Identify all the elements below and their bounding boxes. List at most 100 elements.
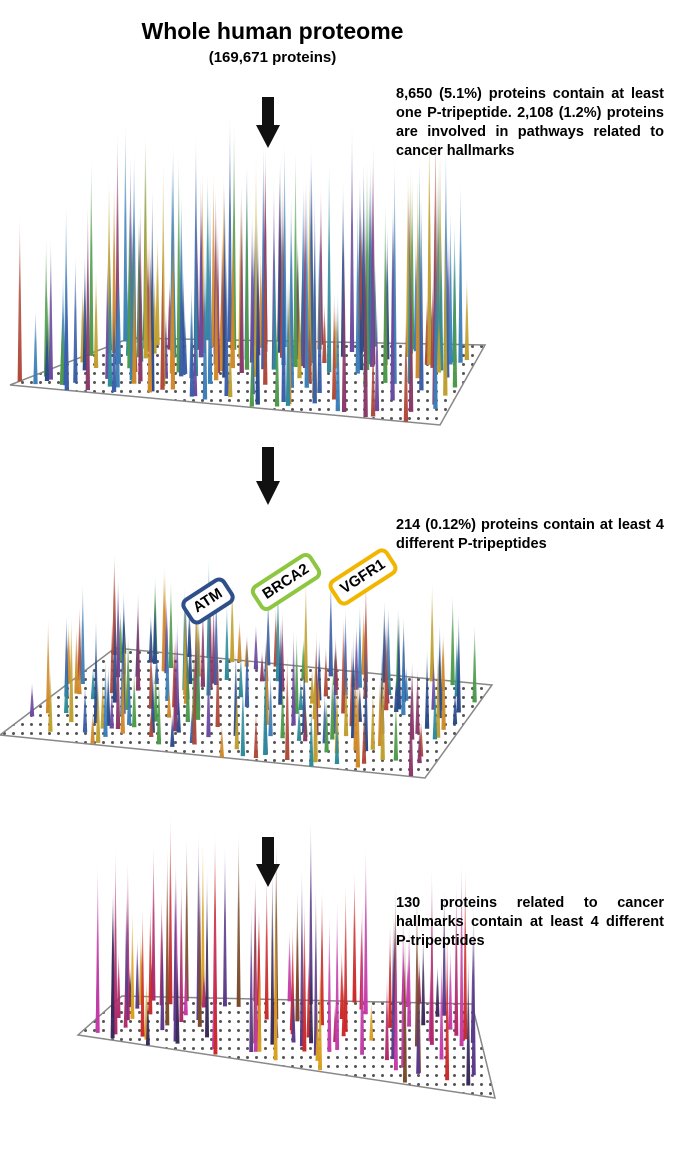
spike: [218, 284, 224, 372]
spike: [403, 312, 409, 422]
spike: [472, 623, 477, 703]
spike: [145, 994, 150, 1046]
spike: [237, 618, 242, 663]
spike: [239, 182, 244, 374]
spike: [123, 974, 128, 1028]
spike: [202, 242, 208, 400]
spike: [393, 698, 399, 761]
spike: [458, 181, 463, 363]
spike: [280, 680, 285, 739]
spike: [363, 202, 368, 417]
spike: [330, 669, 335, 740]
spike: [126, 663, 132, 725]
spike: [227, 112, 233, 342]
spike: [309, 952, 314, 1044]
spike: [401, 633, 406, 716]
spike: [138, 199, 143, 382]
spike: [421, 932, 426, 1026]
spike: [201, 967, 206, 1008]
spike: [82, 252, 88, 371]
spike: [393, 908, 398, 1071]
spike: [361, 709, 367, 764]
spike: [132, 247, 137, 384]
spike: [205, 172, 210, 340]
spike: [363, 845, 368, 1015]
spike: [263, 220, 268, 385]
spike: [417, 725, 422, 764]
spike: [450, 593, 455, 686]
spike: [213, 926, 218, 1055]
spike: [341, 616, 346, 714]
spike: [335, 289, 341, 412]
spike: [273, 876, 278, 1061]
spike: [176, 691, 181, 733]
spike: [281, 214, 286, 402]
spike: [33, 308, 38, 385]
spike: [100, 676, 105, 729]
spike: [285, 651, 290, 761]
spike: [357, 603, 363, 688]
spike: [160, 248, 165, 390]
spike: [178, 250, 184, 377]
spike: [168, 814, 173, 1005]
spike: [93, 616, 99, 724]
spike: [339, 948, 344, 1020]
spike: [149, 705, 154, 738]
spike: [48, 238, 53, 380]
spike: [249, 346, 255, 407]
spike: [317, 253, 322, 393]
spike: [185, 645, 191, 723]
spike: [74, 626, 79, 694]
spike-plot: [0, 552, 494, 779]
spike: [215, 640, 220, 727]
spike: [222, 843, 227, 1007]
spike: [407, 922, 412, 1027]
step-text: 8,650 (5.1%) proteins contain at least o…: [396, 86, 664, 159]
spike: [73, 254, 78, 383]
spike: [115, 575, 121, 678]
spike: [90, 665, 96, 700]
spike: [323, 645, 329, 697]
spike: [151, 843, 156, 1001]
spike: [459, 860, 464, 1047]
spike: [302, 899, 307, 1052]
spike: [443, 209, 448, 396]
spike: [205, 866, 210, 1038]
spike: [315, 1008, 320, 1061]
spike: [109, 688, 114, 729]
spike: [230, 207, 236, 369]
spike: [255, 211, 260, 405]
step-text: 214 (0.12%) proteins contain at least 4 …: [396, 517, 664, 552]
spike: [193, 136, 199, 350]
spike: [244, 631, 250, 707]
spike: [90, 710, 95, 744]
spike: [77, 605, 82, 681]
spike: [195, 625, 201, 720]
spike: [111, 298, 117, 392]
spike: [302, 699, 308, 742]
spike: [433, 252, 438, 409]
spike: [429, 868, 434, 1045]
spike: [327, 913, 332, 1052]
spike: [296, 703, 302, 741]
spike: [445, 925, 450, 1081]
spike: [370, 686, 376, 750]
spike: [64, 613, 69, 697]
spike: [112, 600, 118, 703]
spike: [29, 681, 35, 717]
spike: [89, 157, 94, 356]
spike: [110, 896, 115, 1039]
spike: [326, 160, 332, 373]
spike: [303, 577, 309, 683]
spike: [291, 980, 296, 1043]
spike: [263, 655, 268, 755]
spike: [383, 617, 389, 711]
spike: [466, 953, 471, 1086]
protein-tag: ATM: [181, 577, 235, 625]
spike: [189, 310, 195, 397]
spike: [135, 590, 141, 691]
tag-box: [181, 577, 235, 625]
spike: [59, 319, 65, 385]
spike: [165, 619, 170, 702]
